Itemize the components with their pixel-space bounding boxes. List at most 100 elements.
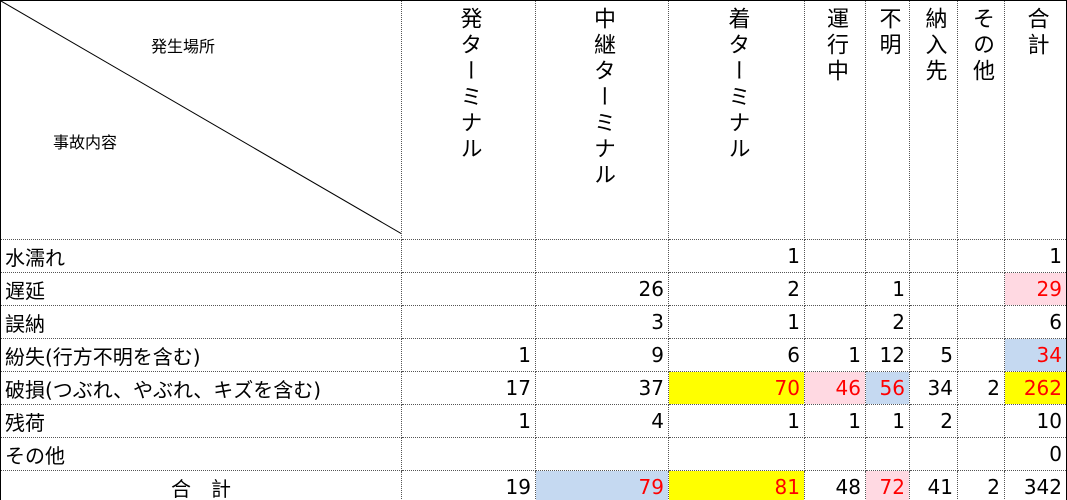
cell: 1: [668, 305, 805, 339]
row-label: 遅延: [0, 272, 402, 306]
cell: 2: [957, 470, 1005, 500]
row-label: その他: [0, 437, 402, 471]
cell: [909, 239, 958, 273]
cell: 37: [535, 371, 669, 405]
cell: 19: [401, 470, 536, 500]
column-header: 合計: [1004, 0, 1067, 240]
cell: 1: [401, 338, 536, 372]
row: 誤納 3 1 2 6: [0, 305, 1067, 339]
cell: 6: [1004, 305, 1067, 339]
cell: 262: [1004, 371, 1067, 405]
row-label: 破損(つぶれ、やぶれ、キズを含む): [0, 371, 402, 405]
cell: 72: [865, 470, 910, 500]
cell: 10: [1004, 404, 1067, 438]
row: 遅延 26 2 1 29: [0, 272, 1067, 306]
column-header: 運行中: [804, 0, 866, 240]
column-header-text: その他: [969, 7, 994, 85]
cell: 6: [668, 338, 805, 372]
cell: 5: [909, 338, 958, 372]
cell: 1: [1004, 239, 1067, 273]
column-header: 着ターミナル: [668, 0, 805, 240]
cell: [909, 272, 958, 306]
cell: [909, 437, 958, 471]
column-header-text: 運行中: [823, 7, 848, 85]
header-row: 発生場所 事故内容 発ターミナル 中継ターミナル 着ターミナル 運行中 不明 納入先 その他…: [0, 0, 1067, 240]
cell: 26: [535, 272, 669, 306]
cell: 79: [535, 470, 669, 500]
cell: 4: [535, 404, 669, 438]
cell: 48: [804, 470, 866, 500]
cell: 46: [804, 371, 866, 405]
column-header-text: 発ターミナル: [456, 7, 482, 163]
cell: 1: [668, 404, 805, 438]
cell: [401, 239, 536, 273]
cell: [804, 272, 866, 306]
cell: [957, 437, 1005, 471]
cell: [957, 338, 1005, 372]
column-header-text: 着ターミナル: [724, 7, 750, 163]
cell: 1: [668, 239, 805, 273]
cell: 1: [804, 404, 866, 438]
cell: [401, 305, 536, 339]
cell: [401, 437, 536, 471]
cell: 1: [804, 338, 866, 372]
corner-bottom: 事故内容: [53, 133, 118, 152]
cell: 34: [1004, 338, 1067, 372]
cell: [957, 272, 1005, 306]
cell: 2: [865, 305, 910, 339]
cell: [535, 437, 669, 471]
cell: [957, 239, 1005, 273]
cell: 41: [909, 470, 958, 500]
cell: 2: [909, 404, 958, 438]
cell: 29: [1004, 272, 1067, 306]
cell: [957, 305, 1005, 339]
cell: [804, 437, 866, 471]
column-header: 中継ターミナル: [535, 0, 669, 240]
column-header-text: 不明: [875, 7, 901, 59]
row: 紛失(行方不明を含む) 1 9 6 1 12 5 34: [0, 338, 1067, 372]
cell: [865, 437, 910, 471]
cell: [804, 305, 866, 339]
column-header-text: 合計: [1023, 7, 1049, 59]
cell: [957, 404, 1005, 438]
cell: 2: [957, 371, 1005, 405]
cell: 56: [865, 371, 910, 405]
row-label: 紛失(行方不明を含む): [0, 338, 402, 372]
cell: 1: [865, 404, 910, 438]
column-header: 発ターミナル: [401, 0, 536, 240]
row: 破損(つぶれ、やぶれ、キズを含む) 17 37 70 46 56 34 2 262: [0, 371, 1067, 405]
corner-cell: 発生場所 事故内容: [0, 0, 402, 240]
row-label: 水濡れ: [0, 239, 402, 273]
cell: 1: [865, 272, 910, 306]
cell: [909, 305, 958, 339]
cell: 12: [865, 338, 910, 372]
row-label: 誤納: [0, 305, 402, 339]
column-header: その他: [957, 0, 1005, 240]
cell: 342: [1004, 470, 1067, 500]
cell: 3: [535, 305, 669, 339]
cell: 9: [535, 338, 669, 372]
row: その他 0: [0, 437, 1067, 471]
row: 水濡れ 1 1: [0, 239, 1067, 273]
cell: 34: [909, 371, 958, 405]
corner-top: 発生場所: [151, 37, 216, 56]
row-label: 残荷: [0, 404, 402, 438]
cell: [668, 437, 805, 471]
cell: [865, 239, 910, 273]
cell: 2: [668, 272, 805, 306]
cell: 81: [668, 470, 805, 500]
cell: [535, 239, 669, 273]
column-header: 不明: [865, 0, 910, 240]
row: 残荷 1 4 1 1 1 2 10: [0, 404, 1067, 438]
column-header-text: 中継ターミナル: [590, 7, 615, 189]
cell: [401, 272, 536, 306]
row-label: 合 計: [0, 470, 402, 500]
column-header: 納入先: [909, 0, 958, 240]
cell: 0: [1004, 437, 1067, 471]
cell: 1: [401, 404, 536, 438]
cell: 17: [401, 371, 536, 405]
cell: [804, 239, 866, 273]
